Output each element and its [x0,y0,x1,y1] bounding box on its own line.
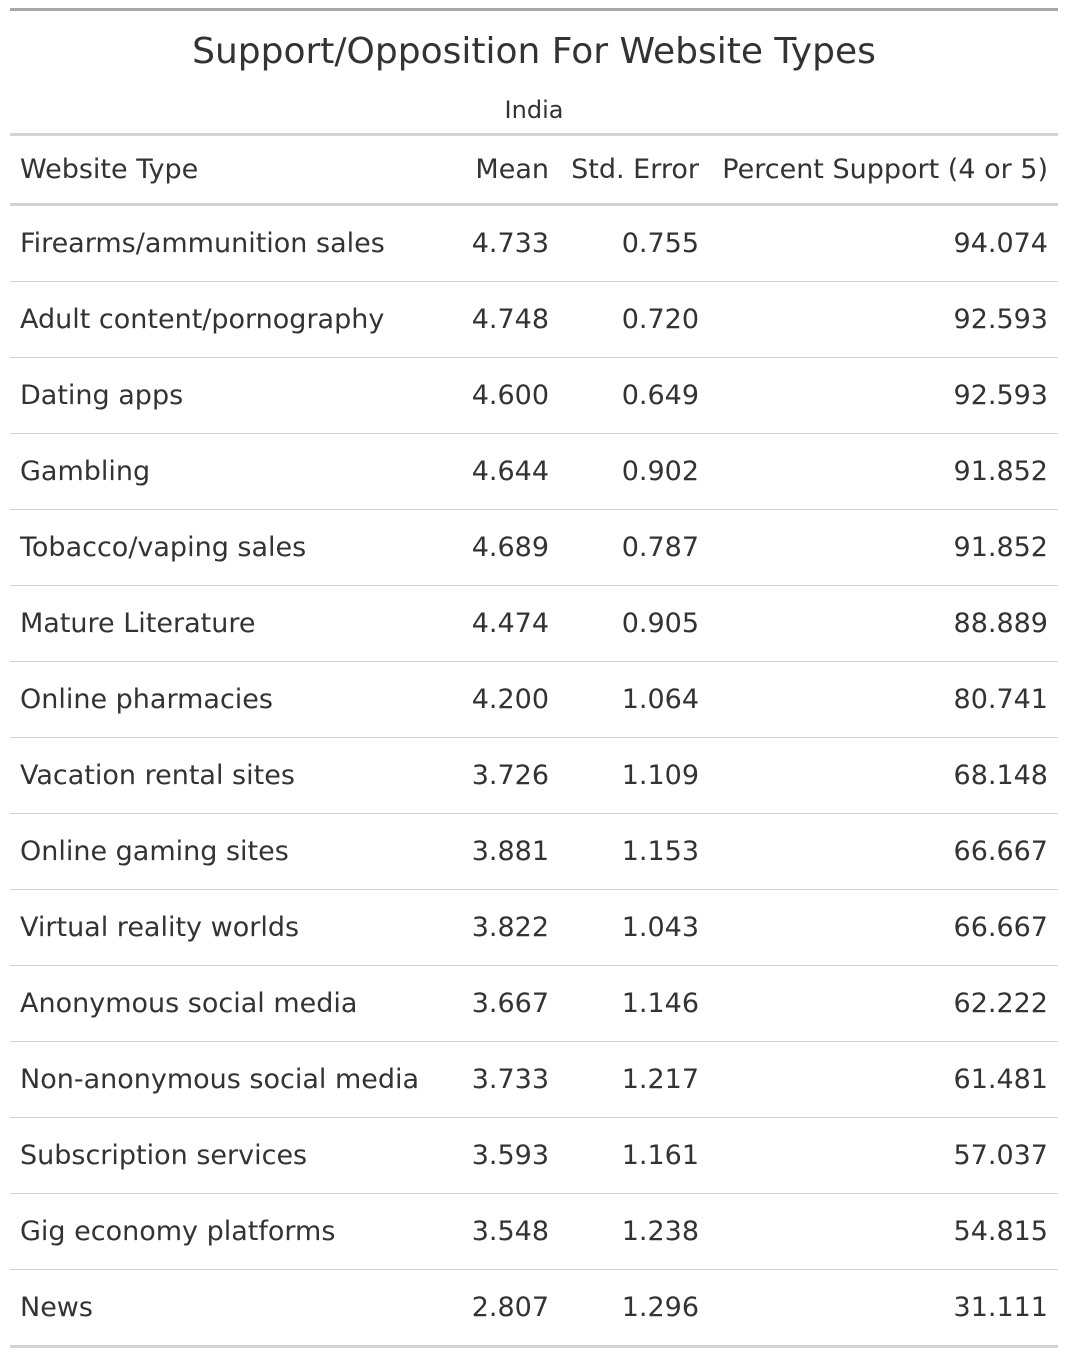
header-row: Website Type Mean Std. Error Percent Sup… [10,136,1058,206]
std-error-cell: 0.649 [559,357,709,434]
mean-cell: 4.474 [451,585,559,662]
table-row: Dating apps 4.600 0.649 92.593 [10,357,1058,434]
percent-support-cell: 94.074 [953,228,1048,259]
website-type-cell: Vacation rental sites [10,737,451,814]
table-row: Firearms/ammunition sales 4.733 0.755 94.07… [10,205,1058,282]
website-type-cell: Adult content/pornography [10,281,451,358]
table-row: Gambling 4.644 0.902 91.852 [10,433,1058,510]
table-row: Mature Literature 4.474 0.905 88.889 [10,585,1058,662]
column-header-std-error: Std. Error [559,136,709,206]
website-type-cell: Non-anonymous social media [10,1041,451,1118]
percent-support-cell: 62.222 [709,965,1058,1042]
percent-support-cell: 61.481 [709,1041,1058,1118]
website-type-cell: Subscription services [10,1117,451,1194]
std-error-cell: 0.755 [621,228,699,259]
std-error-cell: 0.720 [559,281,709,358]
column-header-mean: Mean [451,136,559,206]
table-row: Adult content/pornography 4.748 0.720 92.59… [10,281,1058,358]
table-row: Non-anonymous social media 3.733 1.217 61.4… [10,1041,1058,1118]
column-header-percent-support: Percent Support (4 or 5) [709,136,1058,206]
mean-cell: 3.667 [451,965,559,1042]
percent-support-cell: 31.111 [709,1269,1058,1345]
website-type-cell: Online gaming sites [10,813,451,890]
std-error-cell: 1.296 [559,1269,709,1345]
table-row: Virtual reality worlds 3.822 1.043 66.667 [10,889,1058,966]
table-row: News 2.807 1.296 31.111 [10,1269,1058,1345]
column-header-website-type: Website Type [10,136,451,206]
std-error-cell: 0.905 [559,585,709,662]
website-type-cell: Anonymous social media [10,965,451,1042]
website-type-cell: Gig economy platforms [10,1193,451,1270]
std-error-cell: 1.146 [559,965,709,1042]
mean-cell: 4.733 [471,228,549,259]
percent-support-cell: 54.815 [709,1193,1058,1270]
mean-cell: 3.726 [451,737,559,814]
percent-support-cell: 66.667 [709,813,1058,890]
std-error-cell: 1.238 [559,1193,709,1270]
website-type-cell: Mature Literature [10,585,451,662]
percent-support-cell: 91.852 [709,433,1058,510]
mean-cell: 3.733 [451,1041,559,1118]
table-row: Online pharmacies 4.200 1.064 80.741 [10,661,1058,738]
website-type-cell: Virtual reality worlds [10,889,451,966]
std-error-cell: 0.787 [559,509,709,586]
table-row: Subscription services 3.593 1.161 57.037 [10,1117,1058,1194]
website-type-cell: Dating apps [10,357,451,434]
mean-cell: 4.644 [451,433,559,510]
mean-cell: 4.200 [451,661,559,738]
website-type-cell: News [10,1269,451,1345]
percent-support-cell: 92.593 [709,281,1058,358]
website-type-cell: Tobacco/vaping sales [10,509,451,586]
table-row: Tobacco/vaping sales 4.689 0.787 91.852 [10,509,1058,586]
percent-support-cell: 57.037 [709,1117,1058,1194]
std-error-cell: 1.109 [559,737,709,814]
mean-cell: 3.593 [451,1117,559,1194]
table-title: Support/Opposition For Website Types [192,31,876,72]
mean-cell: 2.807 [451,1269,559,1345]
std-error-cell: 1.153 [559,813,709,890]
percent-support-cell: 80.741 [709,661,1058,738]
table-row: Online gaming sites 3.881 1.153 66.667 [10,813,1058,890]
bottom-rule [10,1345,1058,1348]
table-row: Gig economy platforms 3.548 1.238 54.815 [10,1193,1058,1270]
percent-support-cell: 66.667 [709,889,1058,966]
website-type-cell: Online pharmacies [10,661,451,738]
percent-support-cell: 91.852 [709,509,1058,586]
percent-support-cell: 68.148 [709,737,1058,814]
mean-cell: 4.689 [451,509,559,586]
std-error-cell: 1.064 [559,661,709,738]
mean-cell: 4.600 [451,357,559,434]
std-error-cell: 1.043 [559,889,709,966]
table-subtitle: India [504,96,564,124]
website-type-cell: Firearms/ammunition sales [20,228,385,259]
mean-cell: 3.881 [451,813,559,890]
mean-cell: 3.548 [451,1193,559,1270]
percent-support-cell: 92.593 [709,357,1058,434]
summary-table: Support/Opposition For Website Types Ind… [10,8,1058,1348]
table-body: Firearms/ammunition sales 4.733 0.755 94.07… [10,205,1058,1345]
table-row: Vacation rental sites 3.726 1.109 68.148 [10,737,1058,814]
mean-cell: 3.822 [451,889,559,966]
mean-cell: 4.748 [451,281,559,358]
data-table: Website Type Mean Std. Error Percent Sup… [10,136,1058,1345]
std-error-cell: 1.161 [559,1117,709,1194]
header-rule [10,133,1058,136]
top-rule [10,8,1058,11]
table-row: Anonymous social media 3.667 1.146 62.222 [10,965,1058,1042]
website-type-cell: Gambling [10,433,451,510]
percent-support-cell: 88.889 [709,585,1058,662]
std-error-cell: 1.217 [559,1041,709,1118]
std-error-cell: 0.902 [559,433,709,510]
